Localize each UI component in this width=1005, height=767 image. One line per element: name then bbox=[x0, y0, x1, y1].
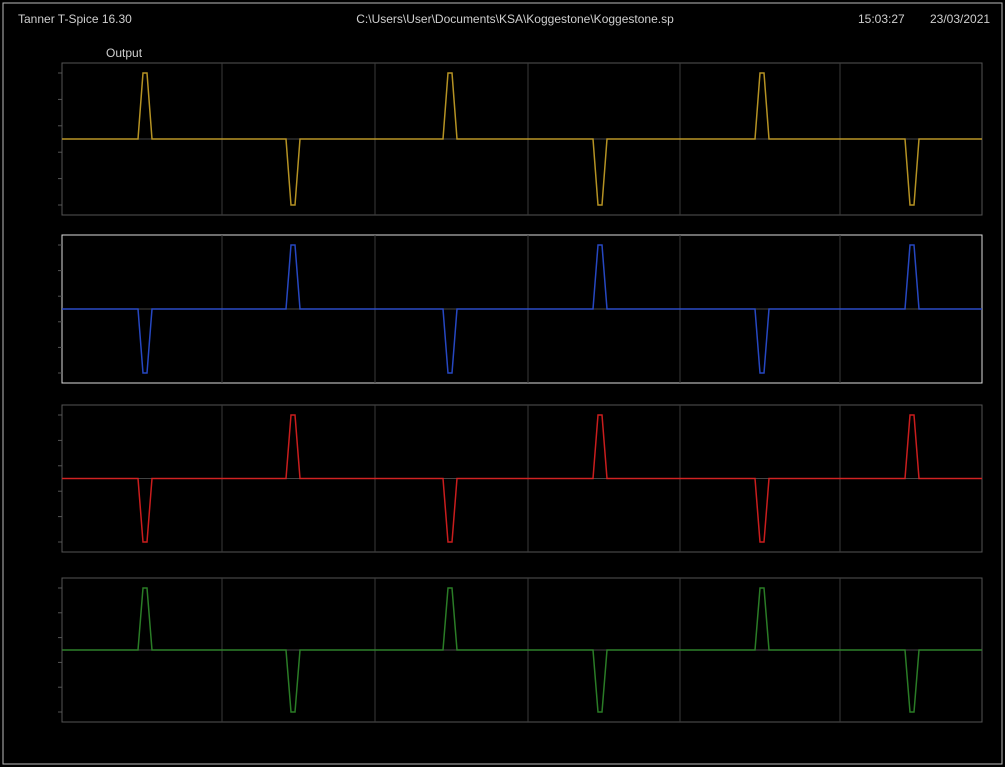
date: 23/03/2021 bbox=[930, 12, 990, 26]
file-path: C:\Users\User\Documents\KSA\Koggestone\K… bbox=[356, 12, 674, 26]
plot-title: Output bbox=[106, 46, 143, 60]
app-name: Tanner T-Spice 16.30 bbox=[18, 12, 132, 26]
waveform bbox=[62, 414, 982, 543]
waveform bbox=[62, 587, 982, 713]
waveform bbox=[62, 72, 982, 206]
waveform bbox=[62, 244, 982, 374]
time: 15:03:27 bbox=[858, 12, 905, 26]
